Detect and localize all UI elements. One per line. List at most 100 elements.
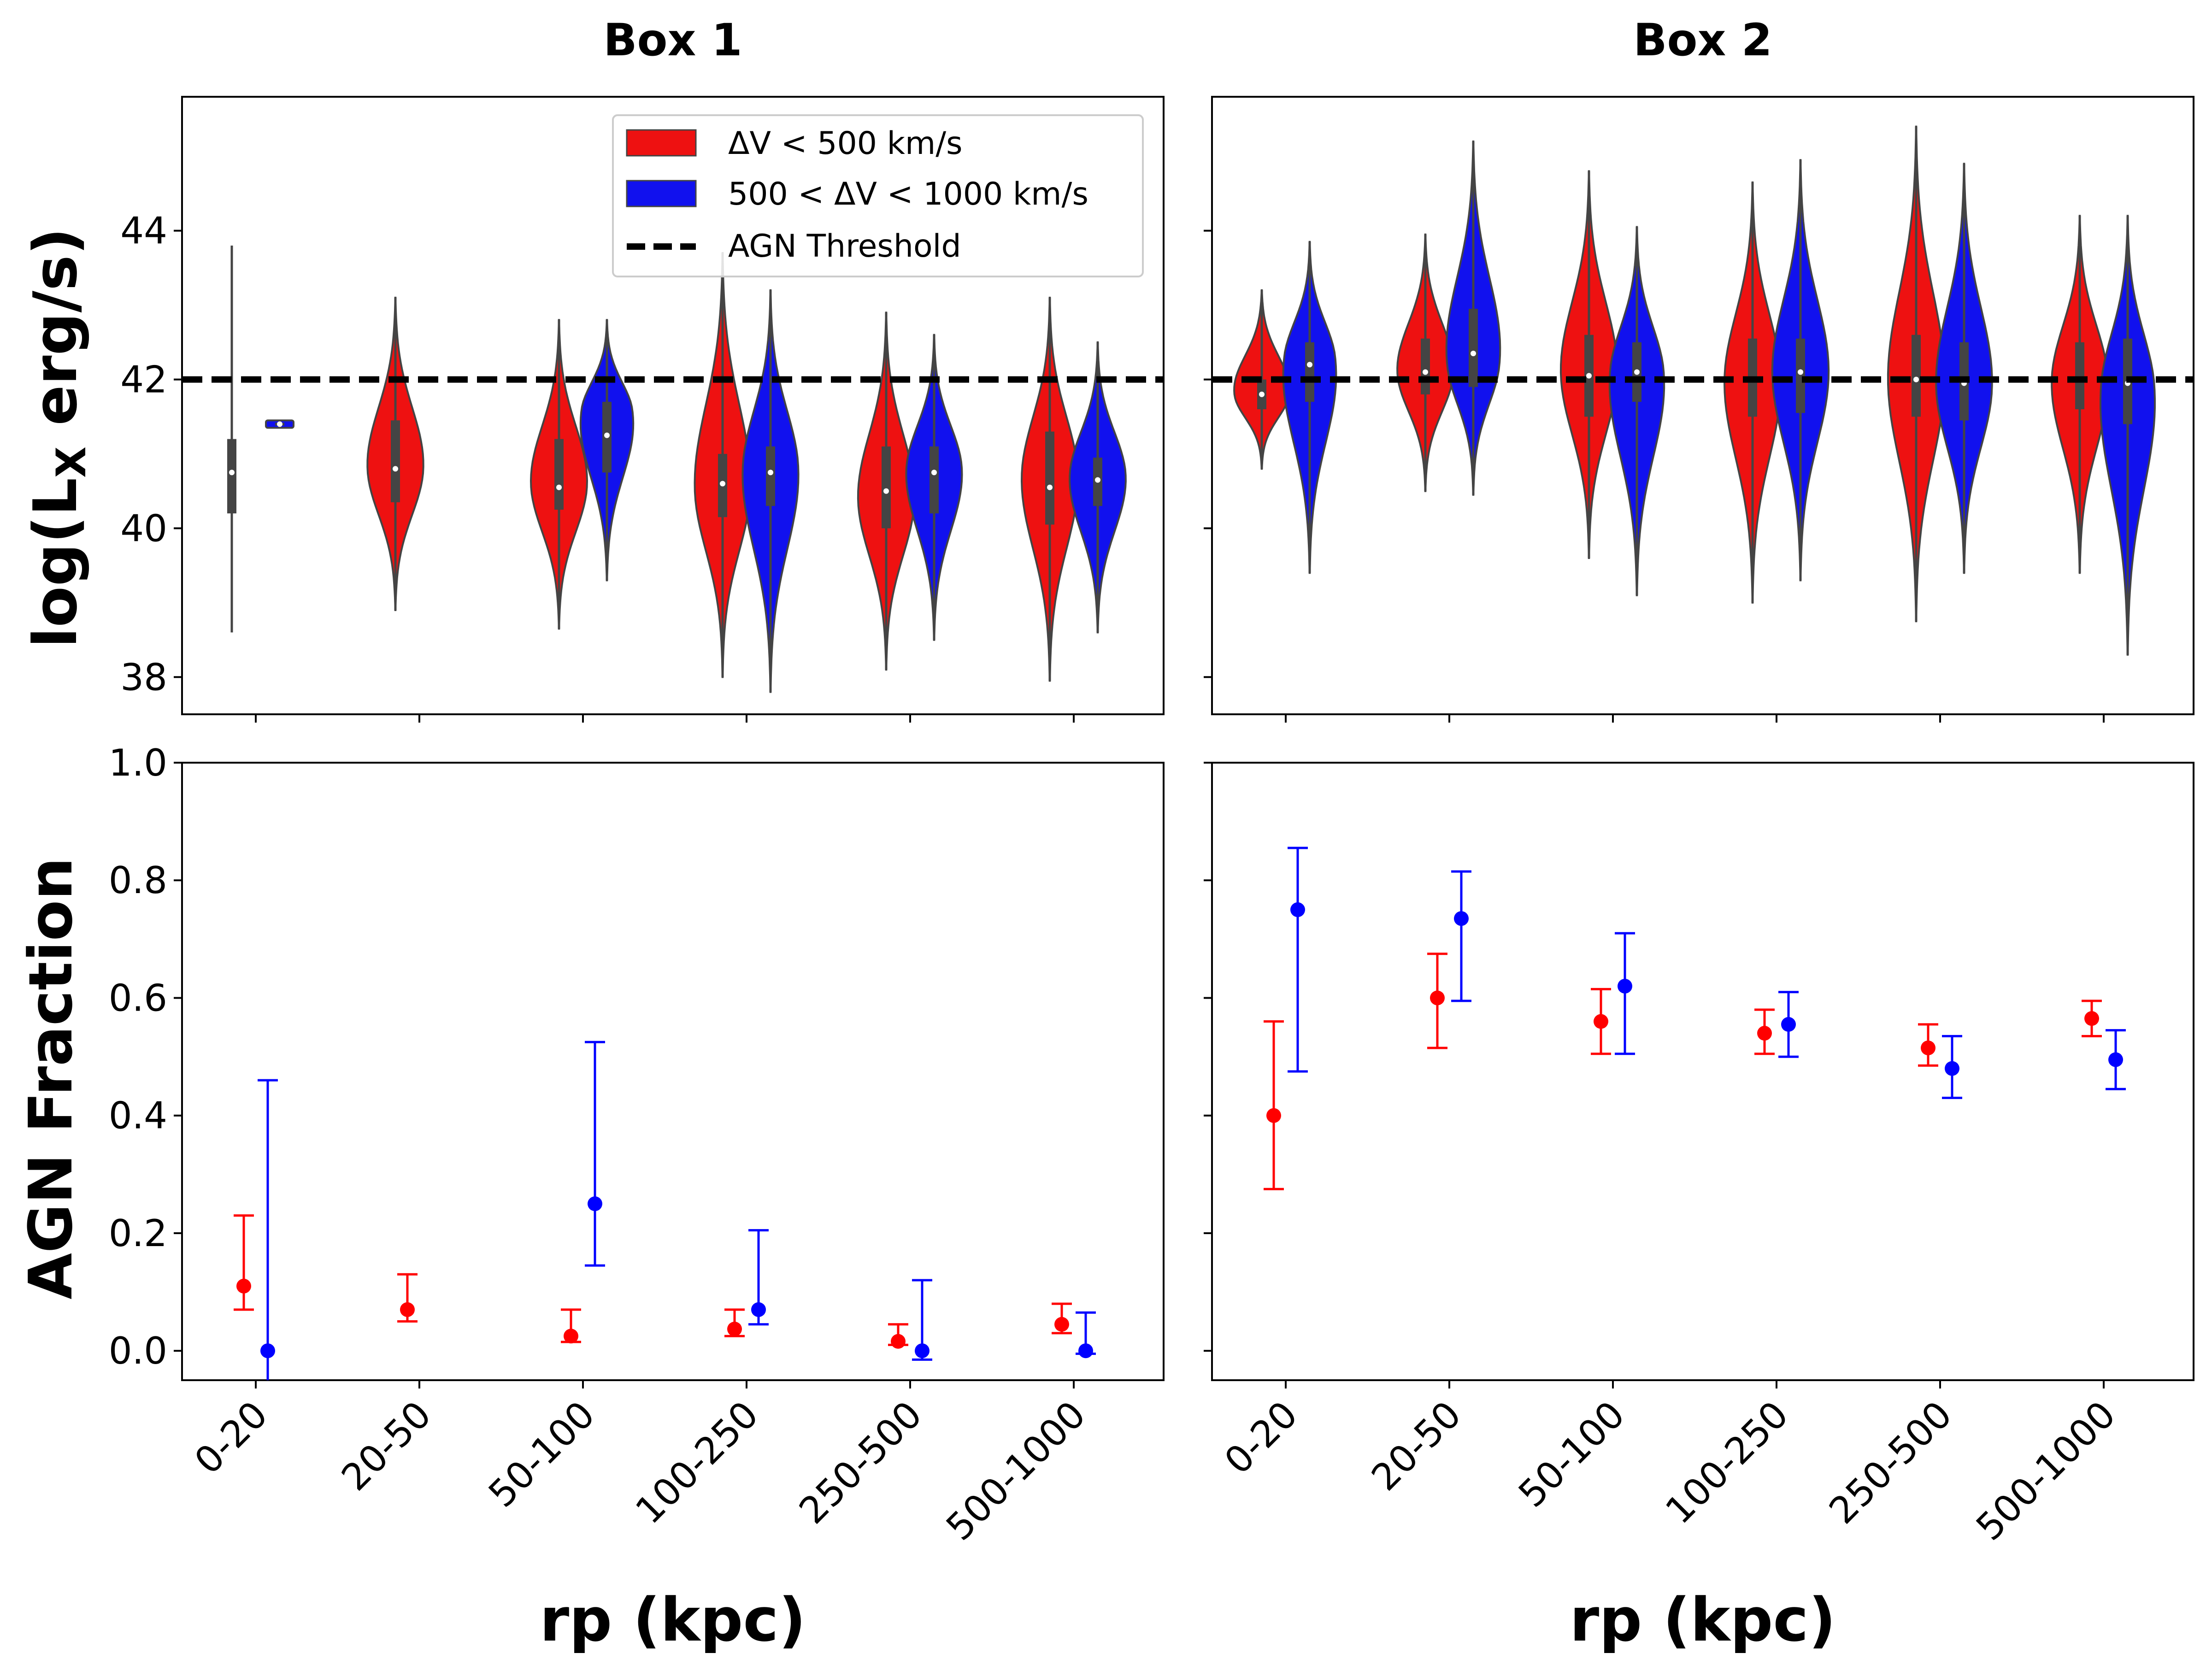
point-box-1-high-50-100 [588, 1196, 602, 1212]
y-axis-label-top-main: log(L [20, 478, 90, 648]
point-box-1-low-0-20 [236, 1278, 251, 1294]
x-tick-label-box-1-250-500: 250-500 [791, 1393, 930, 1532]
point-box-2-low-20-50 [1430, 990, 1445, 1006]
legend-swatch-low [626, 129, 697, 157]
x-tick-label-box-2-100-250: 100-250 [1657, 1393, 1796, 1532]
legend-label-low: ΔV < 500 km/s [728, 125, 963, 162]
panel-title-box-2: Box 2 [1633, 14, 1772, 66]
y-tick-label-bottom-0.8: 0.8 [109, 859, 167, 902]
y-tick-label-top-42: 42 [120, 358, 167, 401]
x-tick-label-box-1-500-1000: 500-1000 [938, 1393, 1094, 1549]
legend-frame [612, 114, 1144, 277]
x-tick-label-box-2-500-1000: 500-1000 [1968, 1393, 2124, 1549]
y-axis-label-bottom: AGN Fraction [16, 857, 86, 1299]
violin-iqr-box-2-low-250-500 [1912, 335, 1921, 417]
violin-median-box-1-high-50-100 [604, 432, 610, 438]
y-tick-label-top-44: 44 [120, 210, 167, 253]
point-box-1-high-0-20 [260, 1343, 275, 1359]
panel-title-box-1: Box 1 [603, 14, 742, 66]
point-box-2-high-0-20 [1290, 902, 1305, 918]
legend-label-high: 500 < ΔV < 1000 km/s [728, 176, 1088, 212]
violin-iqr-box-2-high-20-50 [1469, 309, 1478, 387]
x-axis-label-box-1: rp (kpc) [540, 1585, 806, 1655]
violin-median-box-2-low-20-50 [1423, 369, 1428, 375]
violin-median-box-1-high-100-250 [768, 470, 773, 476]
violin-median-box-2-high-100-250 [1798, 369, 1803, 375]
legend: ΔV < 500 km/s 500 < ΔV < 1000 km/s AGN T… [612, 114, 1144, 277]
x-tick-label-box-1-100-250: 100-250 [627, 1393, 766, 1532]
y-axis-label-top-sub: X [47, 447, 95, 478]
violin-median-box-2-high-0-20 [1307, 362, 1312, 368]
violin-median-box-2-low-50-100 [1586, 373, 1592, 379]
violin-median-box-1-high-250-500 [931, 470, 937, 476]
x-tick-label-box-2-0-20: 0-20 [1216, 1393, 1306, 1483]
x-tick-label-box-1-0-20: 0-20 [186, 1393, 276, 1483]
point-box-1-low-50-100 [564, 1329, 578, 1344]
y-tick-label-bottom-0.4: 0.4 [109, 1094, 167, 1137]
point-box-1-high-100-250 [751, 1302, 766, 1317]
violin-median-box-1-low-100-250 [720, 481, 725, 487]
plot-area-top-box-2 [1212, 97, 2194, 714]
legend-label-threshold: AGN Threshold [728, 228, 961, 265]
violin-median-box-1-high-0-20 [277, 421, 282, 427]
y-axis-label-top-tail: erg/s) [20, 228, 90, 447]
x-axis-label-box-2: rp (kpc) [1570, 1585, 1836, 1655]
x-tick-label-box-1-20-50: 20-50 [333, 1393, 439, 1499]
violin-iqr-box-1-low-250-500 [882, 446, 891, 529]
violin-median-box-2-low-250-500 [1913, 377, 1919, 382]
violin-iqr-box-1-high-100-250 [766, 446, 775, 506]
violin-median-box-1-low-0-20 [229, 470, 235, 476]
point-box-2-high-250-500 [1945, 1061, 1959, 1076]
violin-iqr-box-2-low-20-50 [1421, 338, 1430, 394]
point-box-2-high-20-50 [1454, 911, 1469, 926]
violin-iqr-box-1-low-0-20 [227, 439, 236, 514]
violin-median-box-2-high-20-50 [1471, 350, 1476, 356]
y-axis-label-top: log(LX erg/s) [20, 228, 95, 648]
x-tick-label-box-2-250-500: 250-500 [1821, 1393, 1960, 1532]
violin-iqr-box-1-low-50-100 [554, 439, 564, 510]
y-tick-label-bottom-0.0: 0.0 [109, 1330, 167, 1372]
violin-median-box-1-low-50-100 [556, 484, 562, 490]
panels: 38 40 42 44 0.0 0.2 0.4 0.6 0.8 1.0 0-20 20-50 50-10… [109, 96, 2194, 1549]
violin-iqr-box-2-high-0-20 [1305, 342, 1314, 402]
y-tick-label-bottom-0.2: 0.2 [109, 1212, 167, 1255]
point-box-2-low-250-500 [1921, 1040, 1936, 1055]
violin-iqr-box-2-low-500-1000 [2075, 342, 2084, 410]
x-tick-label-box-2-20-50: 20-50 [1363, 1393, 1469, 1499]
point-box-2-high-500-1000 [2108, 1052, 2123, 1067]
point-box-1-low-500-1000 [1054, 1317, 1069, 1332]
violin-iqr-box-1-high-250-500 [930, 446, 939, 514]
point-box-2-low-500-1000 [2084, 1011, 2099, 1026]
point-box-1-low-250-500 [891, 1334, 906, 1349]
plot-frame-bottom-box-1 [181, 762, 1165, 1381]
point-box-1-high-250-500 [915, 1343, 930, 1359]
plot-frame-top-box-1 [181, 96, 1165, 715]
legend-swatch-high [626, 180, 697, 207]
y-tick-label-bottom-0.6: 0.6 [109, 977, 167, 1019]
x-tick-label-box-2-50-100: 50-100 [1510, 1393, 1633, 1516]
violin-median-box-1-low-500-1000 [1047, 484, 1053, 490]
point-box-2-low-0-20 [1266, 1108, 1281, 1123]
point-box-1-low-100-250 [727, 1321, 742, 1336]
point-box-1-high-500-1000 [1078, 1343, 1093, 1359]
plot-frame-top-box-2 [1211, 96, 2194, 715]
point-box-2-low-50-100 [1594, 1014, 1608, 1029]
point-box-1-low-20-50 [400, 1302, 415, 1317]
violin-median-box-1-low-250-500 [883, 488, 889, 494]
point-box-2-low-100-250 [1757, 1026, 1772, 1041]
violin-iqr-box-1-low-20-50 [391, 420, 400, 502]
y-tick-label-top-40: 40 [120, 507, 167, 550]
point-box-2-high-50-100 [1618, 978, 1632, 994]
point-box-2-high-100-250 [1781, 1017, 1796, 1032]
plot-frame-bottom-box-2 [1211, 762, 2194, 1381]
y-tick-label-bottom-1.0: 1.0 [109, 741, 167, 784]
y-tick-label-top-38: 38 [120, 656, 167, 699]
x-tick-label-box-1-50-100: 50-100 [480, 1393, 603, 1516]
violin-iqr-box-2-high-100-250 [1796, 338, 1805, 413]
violin-median-box-2-low-0-20 [1259, 391, 1265, 397]
violin-iqr-box-1-low-500-1000 [1045, 431, 1054, 525]
violin-median-box-2-high-50-100 [1634, 369, 1640, 375]
violin-median-box-1-high-500-1000 [1095, 477, 1100, 483]
violin-median-box-1-low-20-50 [393, 466, 398, 472]
